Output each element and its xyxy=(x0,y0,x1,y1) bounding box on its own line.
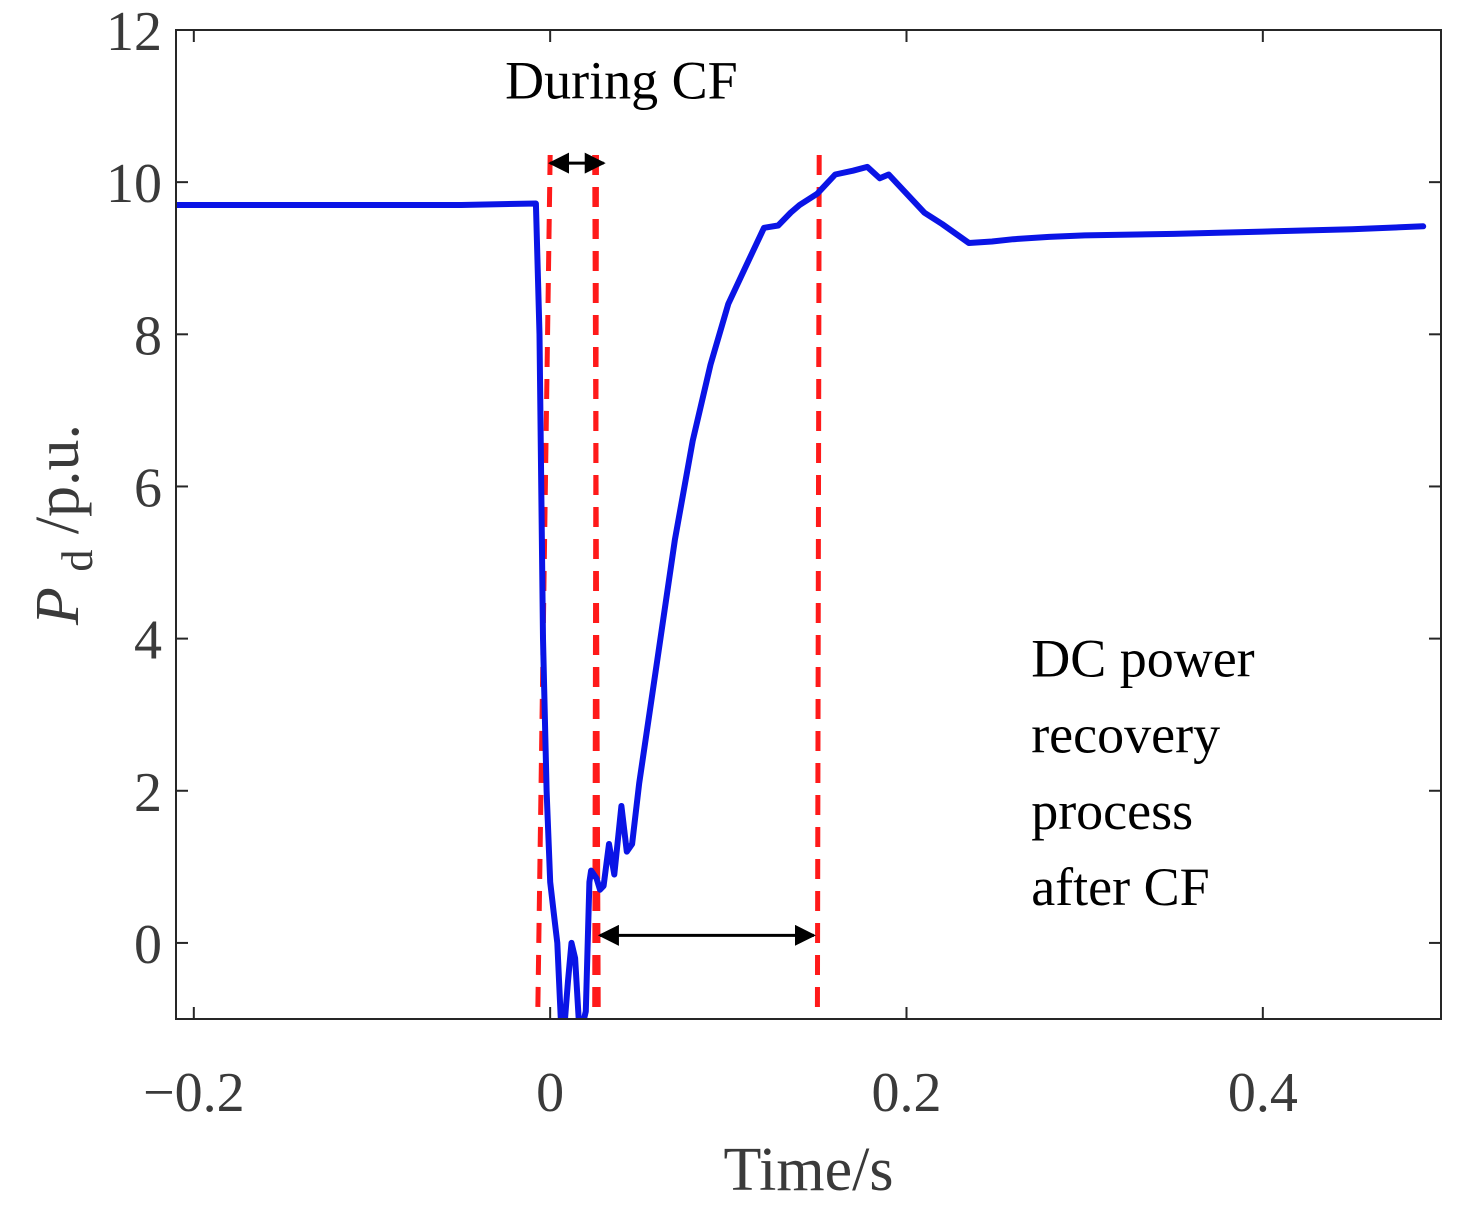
plot-frame xyxy=(175,29,1442,1020)
series-line-pd xyxy=(176,163,1427,1019)
y-tick-label: 10 xyxy=(106,153,162,215)
y-tick-label: 4 xyxy=(134,610,162,672)
x-tick-label: 0.4 xyxy=(1228,1062,1298,1124)
y-tick-label: 12 xyxy=(106,1,162,63)
x-tick-label: 0.2 xyxy=(871,1062,941,1124)
annotation-text: During CF xyxy=(505,50,738,110)
y-axis-symbol: P xyxy=(24,587,92,626)
y-axis-unit: /p.u. xyxy=(24,424,92,534)
series-layer xyxy=(176,163,1427,1019)
annotation-text: DC power xyxy=(1031,629,1254,689)
annotation-arrows xyxy=(548,152,816,946)
y-axis-subscript: d xyxy=(53,550,102,572)
x-axis-title: Time/s xyxy=(723,1136,893,1204)
x-tick-label: −0.2 xyxy=(143,1062,245,1124)
y-tick-label: 6 xyxy=(134,457,162,519)
ticks: −0.2 0 0.2 0.4 0 2 4 6 8 10 12 xyxy=(106,1,1441,1124)
y-tick-label: 2 xyxy=(134,762,162,824)
vertical-marker xyxy=(814,154,822,1019)
x-tick-label: 0 xyxy=(536,1062,564,1124)
annotations: During CF DC power recovery process after CF xyxy=(505,50,1255,916)
y-axis-title: P d /p.u. xyxy=(24,424,106,626)
annotation-text: recovery xyxy=(1031,705,1220,765)
y-tick-label: 8 xyxy=(134,305,162,367)
y-tick-label: 0 xyxy=(134,914,162,976)
annotation-text: after CF xyxy=(1031,857,1209,917)
annotation-text: process xyxy=(1031,781,1193,841)
